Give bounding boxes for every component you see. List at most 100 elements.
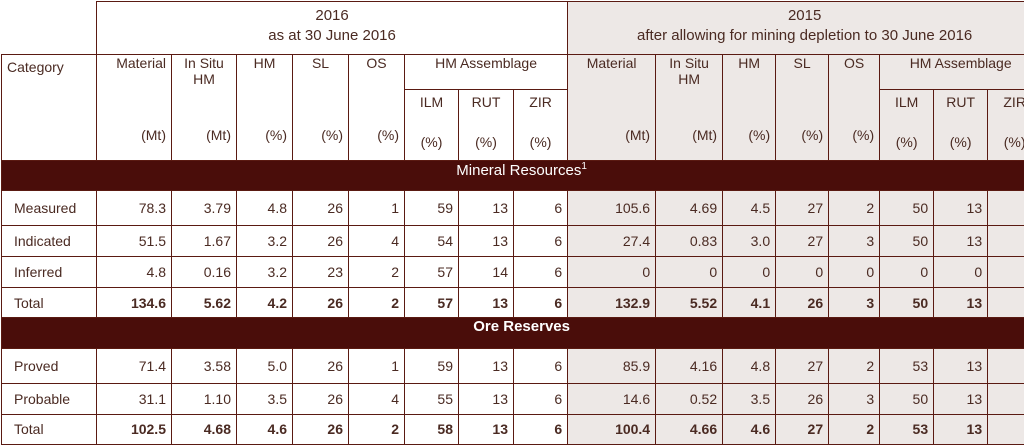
cell-2015: 0: [987, 256, 1024, 289]
cell-2016: 26: [292, 224, 349, 258]
cell-2016: 58: [404, 413, 459, 446]
mineral-resources-band: Mineral Resources1: [0, 159, 1024, 191]
cell-2015: 6: [987, 382, 1024, 415]
cell-2016: 13: [458, 189, 514, 226]
cell-2016: 1: [348, 347, 405, 384]
table-row: Probable 31.1 1.10 3.5 26 4 55 13 6 14.6 0.52 3.5 26…: [1, 382, 1024, 415]
col-assemblage-2015: HM Assemblage: [879, 54, 1024, 91]
cell-2015: 4.8: [722, 347, 777, 384]
unit-mt: (Mt): [141, 127, 166, 144]
unit-pct: (%): [475, 134, 497, 151]
cell-2016: 57: [404, 287, 459, 319]
cell-2016: 31.1: [96, 382, 172, 415]
col-os-2016: OS (%): [348, 54, 405, 161]
cell-2016: 26: [292, 382, 349, 415]
cell-2015: 27.4: [567, 224, 657, 258]
cell-2015: 13: [933, 189, 989, 226]
cell-2016: 4.2: [236, 287, 293, 319]
unit-pct: (%): [801, 127, 824, 144]
cell-2016: 3.5: [236, 382, 293, 415]
cell-2015: 27: [775, 347, 830, 384]
cell-2016: 6: [512, 382, 569, 415]
cell-2016: 13: [458, 413, 514, 446]
cell-2015: 3.5: [722, 382, 777, 415]
col-sl-2015: SL (%): [775, 54, 830, 161]
cell-2016: 6: [512, 413, 569, 446]
cell-2015: 0.83: [655, 224, 724, 258]
footnote-marker: 1: [581, 160, 587, 172]
unit-mt: (Mt): [692, 127, 718, 144]
cell-2015: 13: [933, 413, 989, 446]
cell-2016: 2: [348, 287, 405, 319]
cell-2015: 4.1: [722, 287, 777, 319]
cell-2016: 26: [292, 347, 349, 384]
ore-reserves-band: Ore Reserves: [0, 317, 1024, 349]
col-ilm-2016: ILM (%): [404, 89, 459, 161]
col-rut-2015: RUT (%): [933, 89, 989, 161]
cell-2016: 4: [348, 382, 405, 415]
cell-2015: 14.6: [567, 382, 657, 415]
cell-2015: 105.6: [567, 189, 657, 226]
table-row: Total 134.6 5.62 4.2 26 2 57 13 6 132.9 5.52 4.1 26 3…: [1, 287, 1024, 319]
cell-2015: 50: [879, 287, 935, 319]
cell-2015: 13: [933, 287, 989, 319]
col-insitu-2016: In Situ HM (Mt): [171, 54, 237, 161]
cell-2015: 0: [567, 256, 657, 289]
cell-2015: 100.4: [567, 413, 657, 446]
table-row: Total 102.5 4.68 4.6 26 2 58 13 6 100.4 4.66 4.6 27 2…: [1, 413, 1024, 446]
cell-2016: 59: [404, 347, 459, 384]
cell-2016: 13: [458, 224, 514, 258]
cell-2016: 0.16: [171, 256, 237, 289]
cell-2016: 3.2: [236, 224, 293, 258]
cell-2016: 26: [292, 413, 349, 446]
table-row: Measured 78.3 3.79 4.8 26 1 59 13 6 105.6 4.69 4.5 2…: [1, 189, 1024, 226]
cell-2016: 3.2: [236, 256, 293, 289]
cell-2015: 3: [828, 382, 881, 415]
cell-2016: 57: [404, 256, 459, 289]
year-2015-label: 2015: [787, 7, 822, 24]
col-category: Category: [1, 54, 97, 161]
cell-2016: 26: [292, 189, 349, 226]
cell-2015: 0: [655, 256, 724, 289]
cell-2015: 3: [828, 224, 881, 258]
cell-2015: 13: [933, 224, 989, 258]
cell-2015: 2: [828, 189, 881, 226]
cell-2015: 27: [775, 413, 830, 446]
cell-2016: 134.6: [96, 287, 172, 319]
mineral-resources-heading: Mineral Resources1: [0, 159, 1024, 191]
cell-2016: 1.10: [171, 382, 237, 415]
cell-2015: 6: [987, 189, 1024, 226]
cell-2015: 0: [722, 256, 777, 289]
cell-2015: 27: [775, 189, 830, 226]
mineral-resources-title: Mineral Resources: [456, 161, 582, 179]
row-category: Proved: [1, 347, 97, 384]
row-category: Indicated: [1, 224, 97, 258]
cell-2016: 13: [458, 287, 514, 319]
cell-2015: 6: [987, 347, 1024, 384]
year-2016-subtitle: as at 30 June 2016: [268, 27, 396, 44]
table-row: Indicated 51.5 1.67 3.2 26 4 54 13 6 27.4 0.83 3.0 2…: [1, 224, 1024, 258]
cell-2015: 132.9: [567, 287, 657, 319]
row-category: Measured: [1, 189, 97, 226]
cell-2016: 3.58: [171, 347, 237, 384]
cell-2016: 14: [458, 256, 514, 289]
cell-2015: 4.5: [722, 189, 777, 226]
cell-2015: 26: [775, 382, 830, 415]
cell-2016: 23: [292, 256, 349, 289]
col-sl-2016: SL (%): [292, 54, 349, 161]
cell-2015: 3: [828, 287, 881, 319]
cell-2016: 1: [348, 189, 405, 226]
cell-2015: 53: [879, 347, 935, 384]
col-os-2015: OS (%): [828, 54, 881, 161]
cell-2015: 4.66: [655, 413, 724, 446]
cell-2016: 5.62: [171, 287, 237, 319]
col-material-2015: Material (Mt): [567, 54, 657, 161]
cell-2016: 78.3: [96, 189, 172, 226]
cell-2015: 2: [828, 347, 881, 384]
cell-2015: 0.52: [655, 382, 724, 415]
col-material-label: Material: [116, 55, 166, 72]
cell-2015: 6: [987, 224, 1024, 258]
cell-2016: 4.8: [96, 256, 172, 289]
col-ilm-2015: ILM (%): [879, 89, 935, 161]
